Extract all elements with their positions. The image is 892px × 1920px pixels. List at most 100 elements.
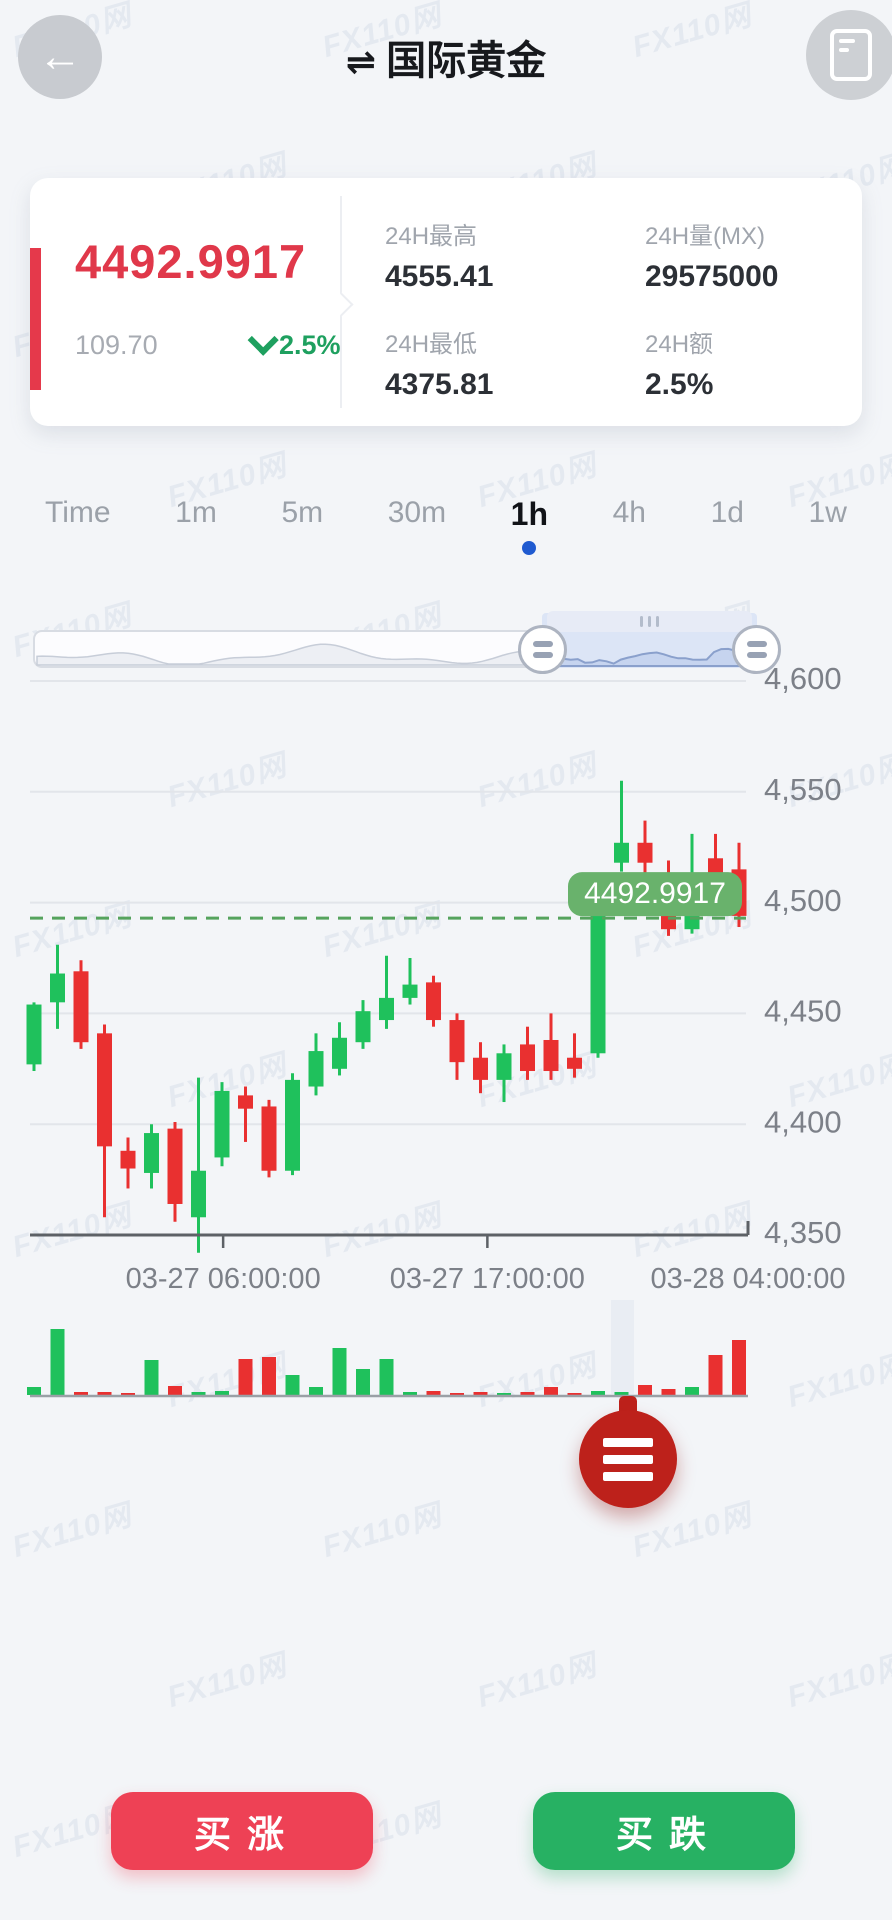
volume-bar [332, 1348, 347, 1395]
volume-bar [732, 1340, 746, 1395]
volume-bar [356, 1369, 370, 1395]
candle-body [473, 1057, 488, 1080]
volume-bar [638, 1385, 652, 1395]
navigator-overview-area [36, 643, 544, 666]
tab-4h[interactable]: 4h [612, 496, 646, 529]
volume-bar [168, 1386, 182, 1395]
candle-body [191, 1170, 206, 1218]
quote-card: 4492.9917 109.70 2.5% 24H最高 4555.41 24H量… [30, 178, 862, 426]
menu-icon [603, 1437, 653, 1447]
highlight-column [611, 1300, 634, 1394]
candle-body [120, 1150, 136, 1169]
price-change-row: 109.70 2.5% [75, 324, 355, 361]
volume-bars [27, 1329, 746, 1395]
volume-bar [685, 1387, 699, 1395]
navigator-selected-area [542, 647, 757, 667]
volume-bar [285, 1375, 300, 1395]
tab-5m[interactable]: 5m [281, 496, 324, 529]
chevron-down-icon [247, 324, 279, 356]
candle-body [449, 1020, 465, 1063]
current-price: 4492.9917 [75, 235, 307, 288]
navigator-left-handle[interactable] [518, 625, 567, 674]
candle-body [308, 1051, 324, 1087]
volume-bar [121, 1393, 135, 1395]
volume-bar [74, 1392, 88, 1395]
back-arrow-icon: ← [38, 32, 82, 81]
candles [26, 780, 747, 1253]
swap-pair-icon: ⇌ [345, 41, 377, 82]
candle-body [355, 1011, 371, 1043]
x-axis-label: 03-27 06:00:00 [126, 1263, 321, 1295]
last-price-tag-label: 4492.9917 [584, 877, 726, 910]
page-title: ⇌ 国际黄金 [0, 28, 892, 86]
change-absolute: 109.70 [75, 330, 158, 360]
tab-1h[interactable]: 1h [511, 496, 548, 555]
candle-body [590, 895, 606, 1054]
candle-body [637, 842, 653, 863]
volume-bar [403, 1392, 417, 1395]
candle-body [73, 971, 89, 1043]
stat-24h-amount: 24H额 2.5% [645, 331, 714, 401]
volume-bar [567, 1393, 582, 1395]
volume-bar [450, 1393, 464, 1395]
candle-body [238, 1095, 253, 1109]
grid-lines: 4,600 4,550 4,500 4,450 4,400 4,350 [30, 661, 842, 1250]
candle-body [379, 997, 394, 1021]
tab-1w[interactable]: 1w [808, 496, 847, 529]
y-axis-label: 4,500 [764, 883, 842, 918]
tab-30m[interactable]: 30m [387, 496, 447, 529]
header: ← ⇌ 国际黄金 [0, 0, 892, 100]
volume-bar [661, 1389, 676, 1395]
navigator-grip-handle[interactable] [547, 611, 752, 632]
instrument-name: 国际黄金 [386, 39, 547, 83]
candle-body [402, 984, 418, 998]
volume-bar [144, 1360, 159, 1395]
candle-body [332, 1037, 347, 1069]
volume-bar [238, 1359, 253, 1395]
volume-bar [426, 1391, 441, 1395]
stat-24h-low: 24H最低 4375.81 [385, 331, 494, 401]
tab-1m[interactable]: 1m [175, 496, 217, 529]
buy-down-button[interactable]: 买跌 [533, 1792, 795, 1870]
navigator-right-handle[interactable] [732, 625, 781, 674]
y-axis-label: 4,450 [764, 994, 842, 1029]
orders-button[interactable] [806, 10, 892, 100]
stat-24h-volume: 24H量(MX) 29575000 [645, 223, 779, 293]
volume-bar [191, 1392, 206, 1395]
volume-bar [262, 1357, 276, 1395]
volume-bar [215, 1391, 229, 1395]
volume-bar [97, 1392, 112, 1395]
volume-bar [27, 1387, 41, 1395]
volume-bar [50, 1329, 65, 1395]
buy-up-button[interactable]: 买涨 [111, 1792, 373, 1870]
candle-body [520, 1044, 535, 1072]
candle-body [543, 1039, 559, 1072]
volume-bar [708, 1355, 723, 1395]
tab-time[interactable]: Time [45, 496, 111, 529]
volume-bar [614, 1392, 629, 1395]
tab-1d[interactable]: 1d [710, 496, 744, 529]
volume-bar [591, 1391, 605, 1395]
x-axis-label: 03-28 04:00:00 [650, 1263, 845, 1295]
candle-body [97, 1033, 112, 1147]
interval-tabs: Time 1m 5m 30m 1h 4h 1d 1w [45, 496, 847, 555]
volume-bar [379, 1359, 394, 1395]
chart-menu-fab[interactable] [579, 1410, 677, 1508]
y-axis-label: 4,400 [764, 1104, 842, 1139]
back-button[interactable]: ← [18, 15, 102, 99]
candle-body [708, 858, 723, 877]
candle-body [285, 1079, 300, 1171]
candle-body [50, 973, 65, 1003]
candle-body [614, 842, 629, 863]
candle-body [261, 1106, 277, 1171]
candle-body [144, 1133, 159, 1173]
volume-bar [309, 1387, 323, 1395]
stat-24h-high: 24H最高 4555.41 [385, 223, 494, 293]
candle-body [567, 1057, 582, 1069]
price-accent-bar [30, 248, 41, 390]
candle-body [26, 1004, 42, 1065]
candle-body [426, 982, 441, 1021]
change-percent: 2.5% [247, 324, 341, 361]
